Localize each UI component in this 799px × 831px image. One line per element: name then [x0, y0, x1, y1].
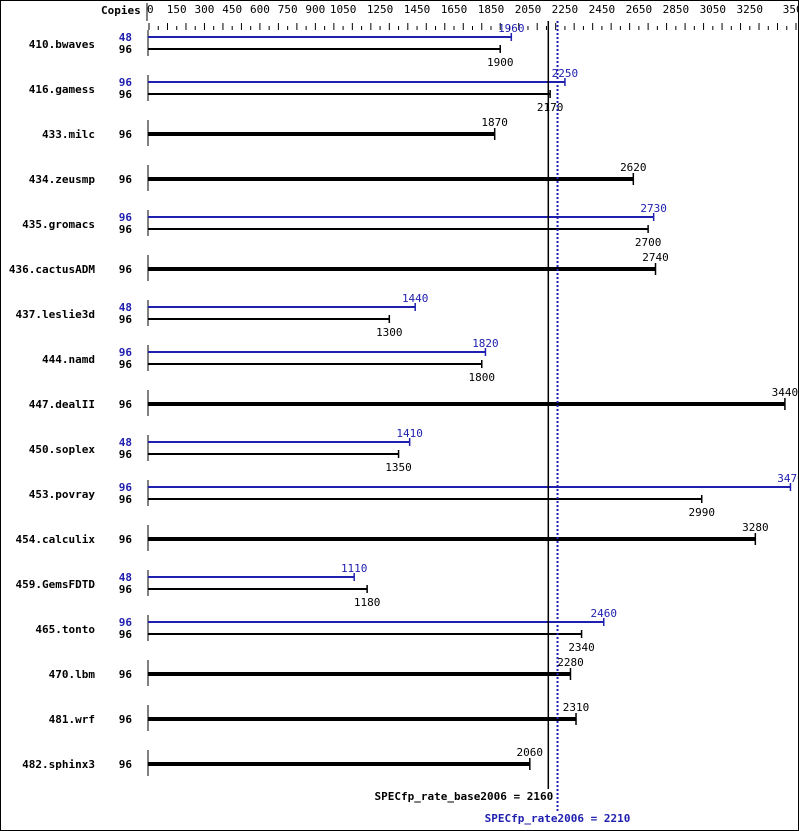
x-tick-label: 1450 [404, 3, 431, 16]
peak-value: 2250 [552, 67, 579, 80]
x-tick-label: 1250 [367, 3, 394, 16]
base-copies: 96 [119, 628, 133, 641]
base-copies: 96 [119, 313, 133, 326]
x-tick-label: 2050 [515, 3, 542, 16]
peak-copies: 96 [119, 616, 133, 629]
benchmark-label: 453.povray [29, 488, 96, 501]
x-tick-label: 3050 [700, 3, 727, 16]
copies-header: Copies [101, 4, 141, 17]
base-summary-label: SPECfp_rate_base2006 = 2160 [374, 790, 553, 803]
base-copies: 96 [119, 173, 133, 186]
base-copies: 96 [119, 583, 133, 596]
base-value: 2620 [620, 161, 647, 174]
peak-copies: 48 [119, 436, 132, 449]
benchmark-label: 444.namd [42, 353, 95, 366]
base-copies: 96 [119, 448, 133, 461]
peak-value: 2730 [640, 202, 667, 215]
x-tick-label: 2850 [663, 3, 690, 16]
x-tick-label: 2650 [626, 3, 653, 16]
base-value: 3280 [742, 521, 769, 534]
base-copies: 96 [119, 398, 133, 411]
benchmark-label: 433.milc [42, 128, 95, 141]
peak-copies: 96 [119, 346, 133, 359]
peak-value: 1820 [472, 337, 499, 350]
peak-value: 1960 [498, 22, 525, 35]
base-value: 2310 [563, 701, 590, 714]
base-copies: 96 [119, 358, 133, 371]
base-value: 1300 [376, 326, 403, 339]
x-tick-label: 1850 [478, 3, 505, 16]
benchmark-label: 434.zeusmp [29, 173, 96, 186]
benchmark-label: 470.lbm [49, 668, 96, 681]
benchmark-label: 465.tonto [35, 623, 95, 636]
x-tick-label: 150 [167, 3, 187, 16]
x-tick-label: 0 [147, 3, 154, 16]
base-value: 1800 [468, 371, 495, 384]
benchmark-label: 481.wrf [49, 713, 95, 726]
benchmark-label: 459.GemsFDTD [16, 578, 96, 591]
x-tick-label: 450 [222, 3, 242, 16]
x-tick-label: 750 [278, 3, 298, 16]
x-tick-label: 1050 [330, 3, 357, 16]
x-tick-label: 600 [250, 3, 270, 16]
base-copies: 96 [119, 223, 133, 236]
base-copies: 96 [119, 758, 133, 771]
benchmark-label: 447.dealII [29, 398, 95, 411]
peak-copies: 96 [119, 211, 133, 224]
base-value: 1870 [481, 116, 508, 129]
base-copies: 96 [119, 128, 133, 141]
base-copies: 96 [119, 713, 133, 726]
x-tick-label: 300 [195, 3, 215, 16]
base-copies: 96 [119, 533, 133, 546]
peak-value: 3470 [777, 472, 799, 485]
base-copies: 96 [119, 263, 133, 276]
base-value: 2740 [642, 251, 669, 264]
benchmark-label: 410.bwaves [29, 38, 95, 51]
peak-copies: 96 [119, 481, 133, 494]
base-value: 2700 [635, 236, 662, 249]
base-value: 2990 [688, 506, 715, 519]
benchmark-label: 482.sphinx3 [22, 758, 95, 771]
base-copies: 96 [119, 88, 133, 101]
x-tick-label: 3500 [783, 3, 799, 16]
base-value: 2340 [568, 641, 595, 654]
peak-value: 2460 [590, 607, 617, 620]
peak-summary-label: SPECfp_rate2006 = 2210 [485, 812, 631, 825]
peak-copies: 48 [119, 31, 132, 44]
base-value: 1350 [385, 461, 412, 474]
base-copies: 96 [119, 668, 133, 681]
benchmark-label: 436.cactusADM [9, 263, 95, 276]
base-copies: 96 [119, 493, 133, 506]
benchmark-label: 450.soplex [29, 443, 96, 456]
base-value: 2280 [557, 656, 584, 669]
benchmark-label: 435.gromacs [22, 218, 95, 231]
x-tick-label: 3250 [737, 3, 764, 16]
base-value: 3440 [772, 386, 799, 399]
base-value: 1900 [487, 56, 514, 69]
benchmark-label: 416.gamess [29, 83, 95, 96]
peak-copies: 48 [119, 301, 132, 314]
base-value: 2170 [537, 101, 564, 114]
peak-copies: 48 [119, 571, 132, 584]
base-value: 2060 [517, 746, 544, 759]
peak-value: 1110 [341, 562, 368, 575]
x-tick-label: 2450 [589, 3, 616, 16]
base-copies: 96 [119, 43, 133, 56]
x-tick-label: 2250 [552, 3, 579, 16]
x-tick-label: 900 [305, 3, 325, 16]
base-value: 1180 [354, 596, 381, 609]
benchmark-label: 437.leslie3d [16, 308, 95, 321]
peak-copies: 96 [119, 76, 133, 89]
peak-value: 1440 [402, 292, 429, 305]
x-tick-label: 1650 [441, 3, 468, 16]
peak-value: 1410 [396, 427, 423, 440]
benchmark-label: 454.calculix [16, 533, 96, 546]
